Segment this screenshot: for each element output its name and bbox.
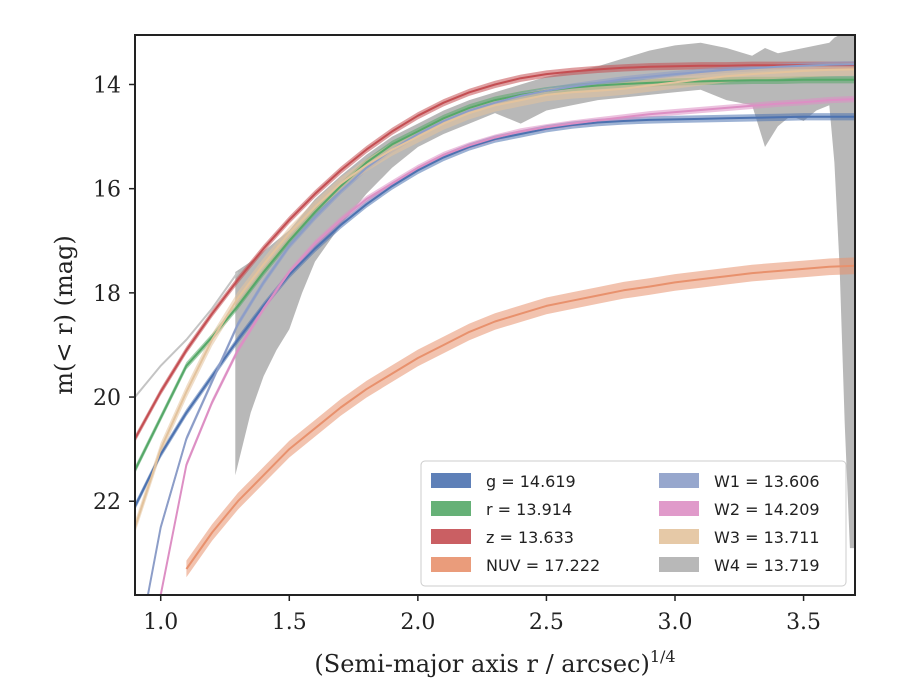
x-tick-label: 3.5 bbox=[786, 610, 821, 635]
line-r bbox=[135, 78, 855, 471]
series-bands bbox=[135, 35, 855, 595]
x-axis-ticks: 1.0 1.5 2.0 2.5 3.0 3.5 bbox=[143, 595, 821, 635]
legend-entry-g: g = 14.619 bbox=[486, 472, 576, 491]
series-lines bbox=[135, 63, 855, 595]
legend-swatch-w1 bbox=[659, 473, 699, 488]
legend-swatch-z bbox=[431, 529, 471, 544]
x-tick-label: 1.5 bbox=[272, 610, 307, 635]
line-w4 bbox=[135, 271, 239, 398]
line-w1 bbox=[146, 63, 855, 595]
y-tick-label: 20 bbox=[93, 386, 121, 411]
y-tick-label: 18 bbox=[93, 282, 121, 307]
legend-entry-r: r = 13.914 bbox=[486, 500, 572, 519]
legend-box bbox=[420, 460, 847, 587]
x-axis-label-text: (Semi-major axis r / arcsec) bbox=[314, 650, 649, 678]
line-z bbox=[135, 64, 855, 440]
y-axis-ticks: 14 16 18 20 22 bbox=[93, 73, 135, 515]
legend-swatch-w3 bbox=[659, 529, 699, 544]
x-tick-label: 2.0 bbox=[400, 610, 435, 635]
legend-entry-w3: W3 = 13.711 bbox=[714, 528, 820, 547]
legend-entry-nuv: NUV = 17.222 bbox=[486, 556, 600, 575]
legend-swatch-w4 bbox=[659, 557, 699, 572]
legend-entry-w4: W4 = 13.719 bbox=[714, 556, 820, 575]
band-nuv bbox=[186, 257, 855, 578]
band-w4 bbox=[235, 35, 855, 549]
line-nuv bbox=[185, 264, 855, 570]
plot-frame bbox=[134, 34, 856, 596]
x-tick-label: 1.0 bbox=[143, 610, 178, 635]
line-w3 bbox=[135, 68, 855, 528]
y-tick-label: 22 bbox=[93, 490, 121, 515]
x-axis-label-exponent: 1/4 bbox=[650, 647, 676, 666]
legend-entry-w2: W2 = 14.209 bbox=[714, 500, 820, 519]
legend-swatch-w2 bbox=[659, 501, 699, 516]
line-g bbox=[135, 115, 855, 507]
legend: g = 14.619 r = 13.914 z = 13.633 NUV = 17.2… bbox=[420, 460, 847, 587]
y-axis-label: m(< r) (mag) bbox=[50, 235, 78, 394]
legend-swatch-r bbox=[431, 501, 471, 516]
x-tick-label: 3.0 bbox=[658, 610, 693, 635]
x-axis-label: (Semi-major axis r / arcsec)1/4 bbox=[314, 647, 675, 678]
legend-swatch-g bbox=[431, 473, 471, 488]
y-tick-label: 16 bbox=[93, 178, 121, 203]
x-tick-label: 2.5 bbox=[529, 610, 564, 635]
legend-swatch-nuv bbox=[431, 557, 471, 572]
y-tick-label: 14 bbox=[93, 73, 121, 98]
legend-entry-w1: W1 = 13.606 bbox=[714, 472, 820, 491]
legend-entry-z: z = 13.633 bbox=[486, 528, 574, 547]
line-w2 bbox=[159, 98, 855, 595]
